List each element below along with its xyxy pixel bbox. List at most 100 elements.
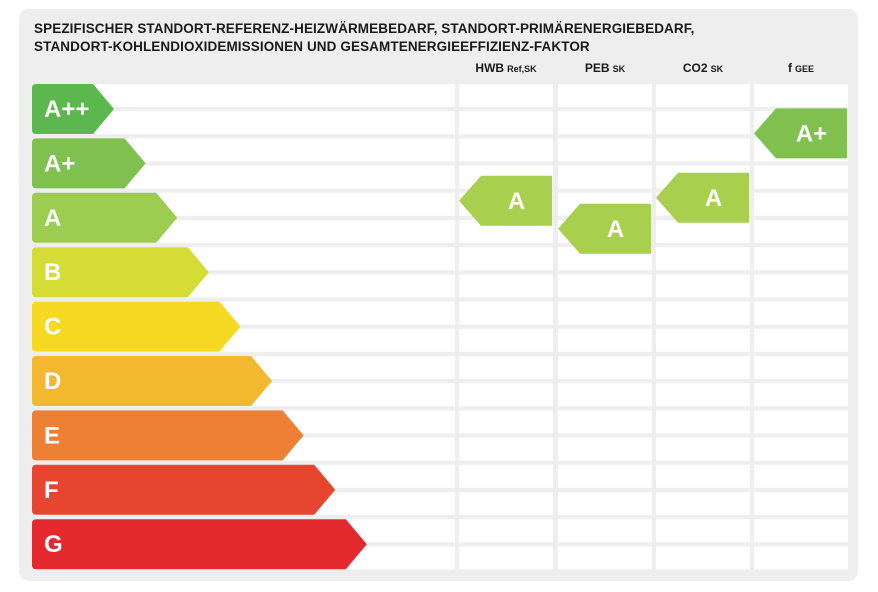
column-header-peb-sub: SK	[612, 64, 626, 74]
rating-marker-co2	[656, 172, 749, 223]
grid-cell-col1	[459, 383, 553, 407]
grid-cell-col1	[459, 328, 553, 352]
grid-cell-col1	[459, 247, 553, 271]
rating-marker-f	[754, 108, 847, 159]
grid-cell-col2	[558, 138, 652, 162]
class-arrow-c	[32, 301, 241, 352]
grid-cell-col4	[754, 492, 848, 515]
title-line-2: STANDORT-KOHLENDIOXIDEMISSIONEN UND GESA…	[34, 39, 590, 54]
column-header-co2: CO2 SK	[656, 61, 750, 75]
grid-cell-col4	[754, 437, 848, 461]
grid-cell-col2	[558, 437, 652, 461]
grid-cell-col3	[656, 410, 750, 434]
grid-cell-col2	[558, 519, 652, 543]
class-label-f: F	[44, 477, 59, 504]
column-header-peb: PEB SK	[558, 61, 652, 75]
class-label-d: D	[44, 368, 61, 395]
grid-cell-col1	[459, 111, 553, 135]
grid-cell-col4	[754, 383, 848, 407]
grid-cell-left	[32, 84, 455, 107]
column-header-peb-name: PEB	[584, 61, 610, 75]
column-header-co2-name: CO2	[682, 61, 708, 75]
class-arrow-g	[32, 519, 367, 570]
grid-cell-col1	[459, 138, 553, 162]
grid-cell-col3	[656, 328, 750, 352]
grid-cell-col2	[558, 410, 652, 434]
grid-cell-col2	[558, 111, 652, 135]
grid-cell-col4	[754, 301, 848, 325]
class-arrow-b	[32, 247, 209, 298]
grid-cell-col1	[459, 301, 553, 325]
grid-cell-col3	[656, 220, 750, 243]
class-label-a: A	[44, 205, 61, 232]
grid-cell-col4	[754, 84, 848, 107]
grid-cell-col4	[754, 220, 848, 243]
class-label-g: G	[44, 531, 63, 558]
grid-cell-col3	[656, 301, 750, 325]
rating-label-hwb: A	[508, 188, 525, 215]
grid-cell-col4	[754, 247, 848, 271]
class-arrow-aplus	[32, 138, 146, 189]
grid-cell-col2	[558, 356, 652, 379]
grid-cell-col2	[558, 165, 652, 189]
column-header-hwb-name: HWB	[475, 61, 505, 75]
grid-cell-col1	[459, 492, 553, 515]
class-arrow-aplusplus	[32, 84, 114, 134]
grid-cell-col4	[754, 410, 848, 434]
class-label-c: C	[44, 314, 61, 341]
class-label-b: B	[44, 259, 61, 286]
grid-cell-col2	[558, 464, 652, 488]
grid-cell-col3	[656, 464, 750, 488]
grid-cell-col1	[459, 274, 553, 298]
grid-cell-col4	[754, 328, 848, 352]
column-header-co2-sub: SK	[710, 64, 724, 74]
column-header-fgee-sub: GEE	[794, 64, 814, 74]
chart-title: SPEZIFISCHER STANDORT-REFERENZ-HEIZWÄRME…	[34, 20, 834, 56]
rating-label-peb: A	[607, 216, 624, 243]
grid-cell-col3	[656, 437, 750, 461]
grid-cell-col3	[656, 84, 750, 107]
class-arrow-e	[32, 410, 304, 461]
grid-cell-col4	[754, 192, 848, 216]
grid-cell-col4	[754, 356, 848, 379]
class-label-e: E	[44, 422, 60, 449]
rating-label-co2: A	[705, 185, 722, 212]
rating-marker-hwb	[459, 175, 552, 226]
grid-cell-col2	[558, 383, 652, 407]
class-arrow-f	[32, 464, 336, 515]
grid-cell-col3	[656, 247, 750, 271]
grid-cell-col4	[754, 165, 848, 189]
column-header-hwb-sub: Ref,SK	[507, 64, 537, 74]
grid-cell-col4	[754, 464, 848, 488]
grid-cell-col1	[459, 356, 553, 379]
grid-cell-col3	[656, 111, 750, 135]
grid-cell-col4	[754, 274, 848, 298]
grid-cell-col4	[754, 519, 848, 543]
grid-cell-col2	[558, 546, 652, 570]
grid-cell-col3	[656, 519, 750, 543]
grid-cell-col2	[558, 301, 652, 325]
grid-cell-left	[32, 111, 455, 135]
grid-cell-col3	[656, 138, 750, 162]
grid-cell-col2	[558, 492, 652, 515]
grid-cell-col1	[459, 464, 553, 488]
grid-cell-col1	[459, 84, 553, 107]
class-label-aplus: A+	[44, 150, 75, 177]
title-line-1: SPEZIFISCHER STANDORT-REFERENZ-HEIZWÄRME…	[34, 21, 695, 36]
grid-cell-col4	[754, 546, 848, 570]
grid-cell-col3	[656, 383, 750, 407]
rating-label-f: A+	[796, 120, 827, 147]
grid-cell-col2	[558, 274, 652, 298]
grid-cell-col3	[656, 546, 750, 570]
grid-cell-col3	[656, 274, 750, 298]
grid-cell-col3	[656, 492, 750, 515]
column-header-hwb: HWB Ref,SK	[459, 61, 553, 75]
rating-marker-peb	[558, 203, 651, 254]
column-header-fgee: f GEE	[754, 61, 848, 75]
grid-cell-col2	[558, 328, 652, 352]
class-arrow-d	[32, 356, 272, 406]
grid-cell-col1	[459, 519, 553, 543]
grid-cell-col1	[459, 437, 553, 461]
grid-cell-col2	[558, 84, 652, 107]
